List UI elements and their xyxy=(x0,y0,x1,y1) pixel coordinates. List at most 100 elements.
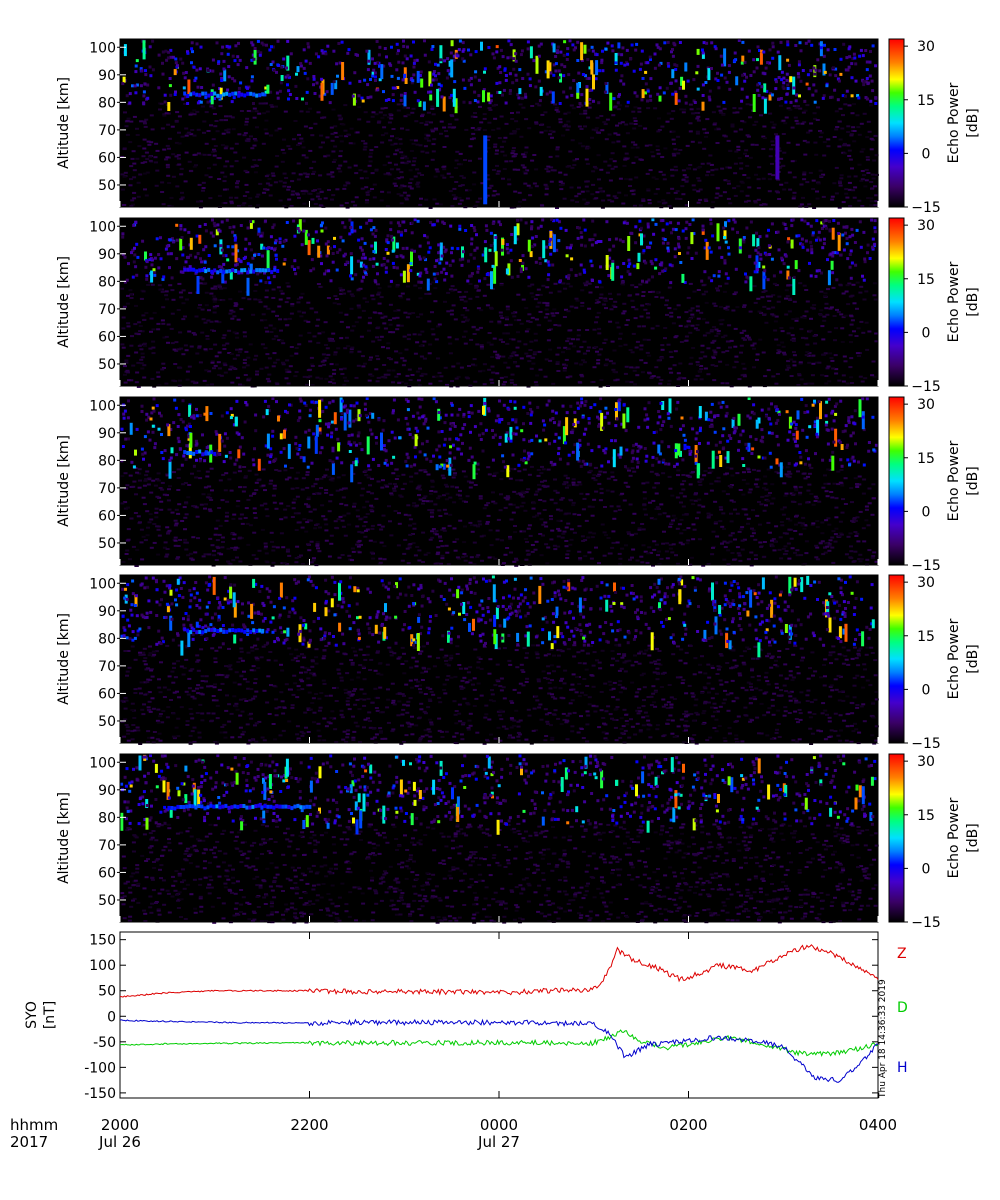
echo-cell xyxy=(780,70,784,74)
echo-cell xyxy=(688,164,693,166)
echo-cell xyxy=(261,313,266,316)
echo-cell xyxy=(407,333,412,336)
echo-cell xyxy=(338,287,343,290)
echo-cell xyxy=(411,107,416,110)
echo-cell xyxy=(578,483,583,486)
echo-cell xyxy=(401,255,405,259)
echo-cell xyxy=(529,292,534,295)
echo-cell xyxy=(227,65,231,68)
echo-cell xyxy=(608,256,612,260)
echo-cell xyxy=(624,544,628,547)
echo-cell xyxy=(165,244,169,248)
echo-cell xyxy=(278,180,283,183)
echo-cell xyxy=(167,204,172,207)
echo-cell xyxy=(613,165,618,168)
echo-cell xyxy=(621,312,626,315)
echo-cell xyxy=(469,138,474,141)
echo-cell xyxy=(209,292,214,295)
echo-cell xyxy=(303,125,308,128)
echo-cell xyxy=(300,190,305,193)
echo-cell xyxy=(218,299,223,301)
echo-cell xyxy=(410,231,414,235)
echo-cell xyxy=(728,150,733,152)
echo-cell xyxy=(331,161,336,163)
echo-cell xyxy=(492,169,496,171)
echo-cell xyxy=(755,353,760,356)
echo-cell xyxy=(553,103,558,106)
echo-cell xyxy=(339,235,343,239)
echo-cell xyxy=(317,550,322,553)
echo-cell xyxy=(271,365,276,368)
echo-cell xyxy=(419,197,423,200)
echo-cell xyxy=(516,168,521,171)
echo-cell xyxy=(628,262,632,266)
echo-cell xyxy=(217,62,220,65)
echo-cell xyxy=(562,125,567,128)
echo-cell xyxy=(323,272,327,276)
echo-cell xyxy=(530,220,534,224)
echo-cell xyxy=(870,556,875,559)
echo-cell xyxy=(647,371,651,374)
echo-cell xyxy=(165,298,169,301)
echo-cell xyxy=(378,78,382,82)
echo-cell xyxy=(331,194,336,197)
echo-cell xyxy=(800,316,805,319)
echo-cell xyxy=(413,59,417,63)
echo-cell xyxy=(271,45,275,49)
echo-layer-cell xyxy=(261,92,265,97)
echo-cell xyxy=(499,71,503,74)
echo-cell xyxy=(202,120,207,123)
echo-cell xyxy=(142,47,146,60)
echo-cell xyxy=(195,42,199,46)
echo-cell xyxy=(446,57,450,61)
echo-cell xyxy=(140,367,145,370)
echo-cell xyxy=(714,335,719,337)
echo-cell xyxy=(640,98,644,102)
echo-cell xyxy=(599,190,604,193)
echo-cell xyxy=(849,323,854,326)
echo-cell xyxy=(604,307,608,310)
echo-cell xyxy=(209,231,213,235)
echo-cell xyxy=(645,280,649,284)
echo-cell xyxy=(246,356,251,359)
echo-cell xyxy=(145,277,149,281)
echo-cell xyxy=(757,246,761,250)
echo-cell xyxy=(259,279,263,283)
echo-cell xyxy=(423,53,427,57)
echo-cell xyxy=(599,286,604,289)
echo-cell xyxy=(501,237,504,256)
echo-cell xyxy=(549,71,553,75)
echo-cell xyxy=(657,200,662,203)
echo-cell xyxy=(576,334,581,337)
echo-cell xyxy=(674,169,679,172)
echo-cell xyxy=(733,59,736,63)
echo-cell xyxy=(610,340,615,343)
echo-cell xyxy=(393,86,397,90)
echo-cell xyxy=(332,80,336,84)
echo-cell xyxy=(270,172,275,175)
echo-cell xyxy=(141,239,145,243)
echo-cell xyxy=(375,380,380,383)
echo-cell xyxy=(499,376,504,379)
echo-cell xyxy=(527,313,532,316)
echo-cell xyxy=(565,128,570,131)
echo-cell xyxy=(331,260,335,264)
echo-cell xyxy=(207,153,212,156)
echo-cell xyxy=(654,178,659,180)
echo-cell xyxy=(457,291,462,293)
echo-cell xyxy=(258,301,263,304)
echo-cell xyxy=(582,268,586,272)
echo-cell xyxy=(521,298,526,301)
echo-cell xyxy=(798,41,802,45)
echo-cell xyxy=(344,336,349,339)
echo-cell xyxy=(789,76,793,83)
echo-cell xyxy=(825,367,830,370)
echo-cell xyxy=(633,204,637,207)
echo-cell xyxy=(698,357,703,360)
echo-cell xyxy=(408,169,413,172)
echo-cell xyxy=(486,178,491,181)
echo-cell xyxy=(427,60,431,64)
echo-cell xyxy=(157,284,162,287)
echo-cell xyxy=(505,498,510,501)
echo-cell xyxy=(611,530,616,533)
